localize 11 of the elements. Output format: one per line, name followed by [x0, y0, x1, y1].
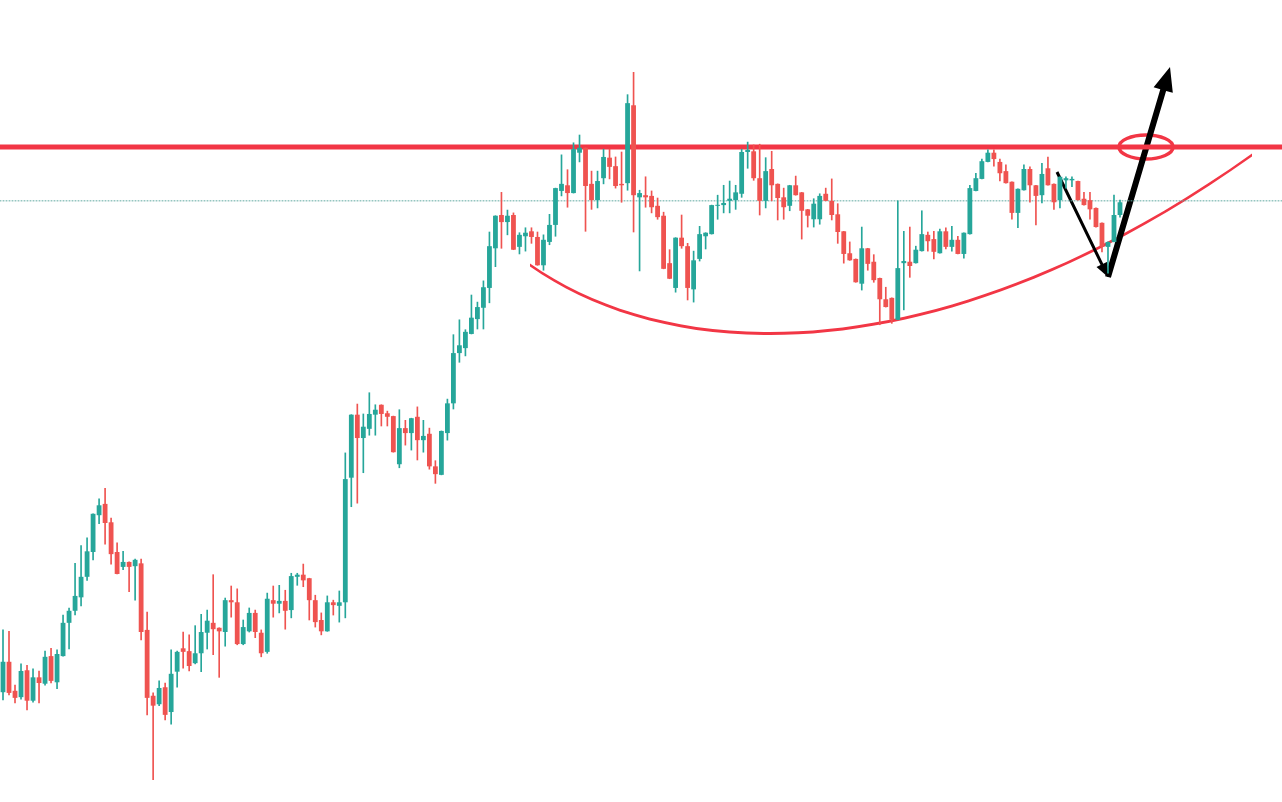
candlestick: [330, 599, 336, 616]
candlestick: [126, 561, 132, 592]
candlestick: [270, 585, 276, 618]
candlestick: [907, 226, 913, 278]
candlestick: [132, 558, 138, 601]
candlestick: [336, 590, 342, 623]
candlestick: [276, 584, 282, 614]
candlestick: [354, 403, 360, 504]
candlestick: [228, 585, 234, 618]
candlestick: [282, 589, 288, 630]
candlestick: [901, 230, 907, 311]
